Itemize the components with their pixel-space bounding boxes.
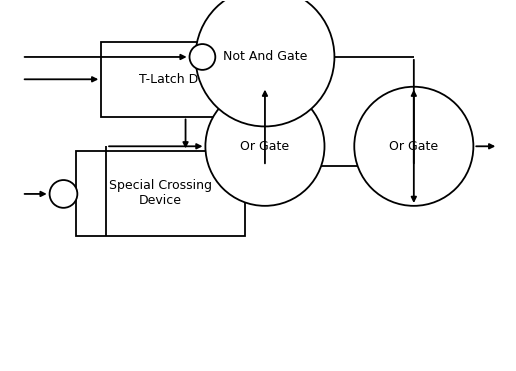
Text: Special Crossing
Device: Special Crossing Device [109,180,212,207]
Circle shape [196,0,334,127]
Circle shape [189,44,215,70]
Circle shape [50,180,77,208]
Text: Not And Gate: Not And Gate [223,50,307,63]
Bar [76,151,245,236]
Bar [101,42,270,116]
Text: Or Gate: Or Gate [240,140,289,153]
Text: Or Gate: Or Gate [389,140,439,153]
Circle shape [354,87,473,206]
Text: T-Latch Device: T-Latch Device [139,73,232,86]
Circle shape [205,87,325,206]
